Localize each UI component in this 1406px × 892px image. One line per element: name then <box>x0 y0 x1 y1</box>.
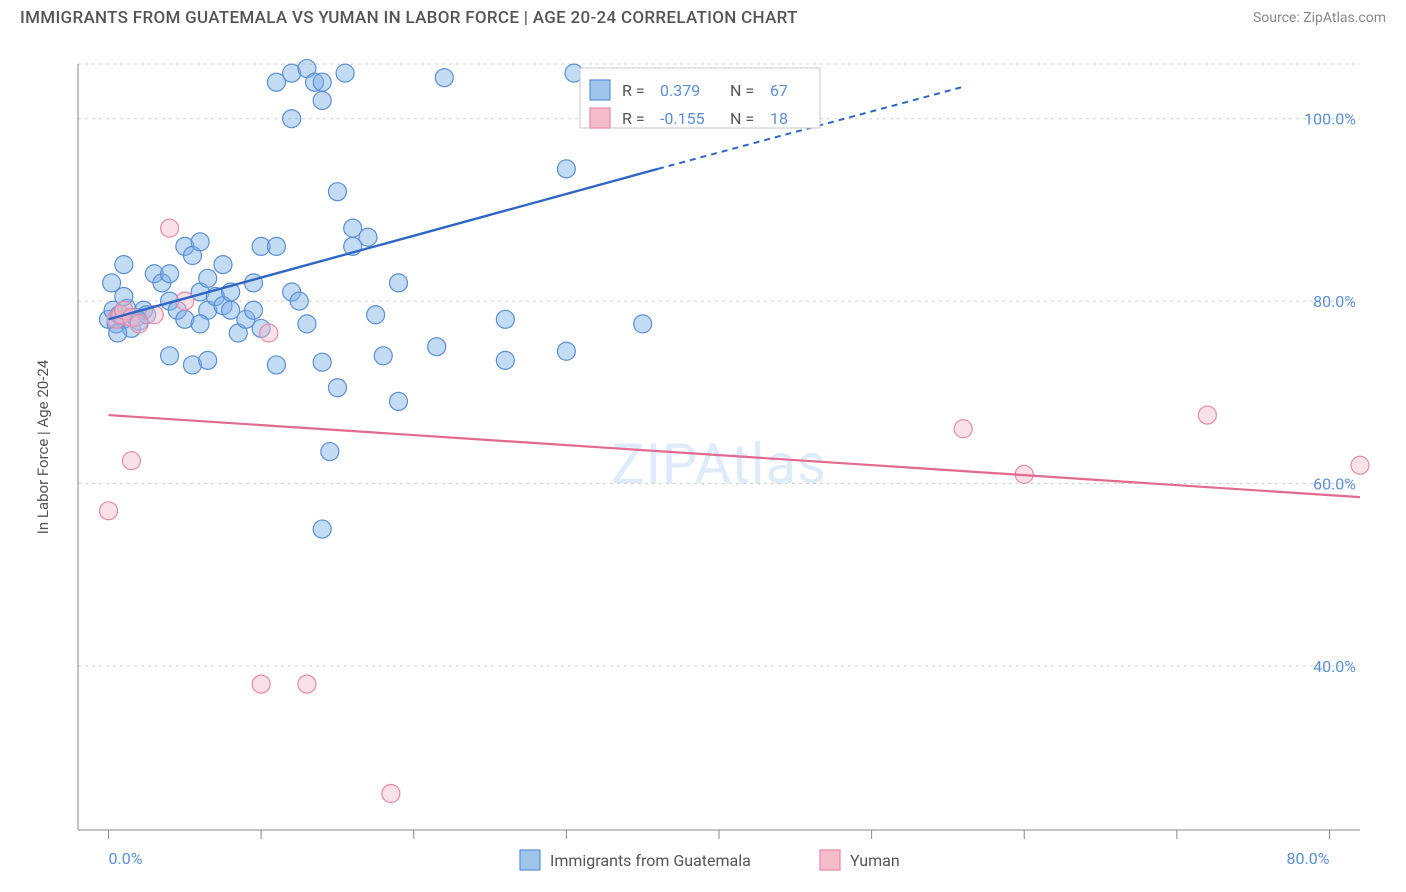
guatemala-point <box>328 379 346 397</box>
y-tick-label: 100.0% <box>1304 110 1356 129</box>
guatemala-point <box>267 356 285 374</box>
legend-r-value: 0.379 <box>660 81 700 100</box>
legend-swatch <box>590 108 610 128</box>
legend-n-label: N = <box>730 109 754 128</box>
yuman-point <box>1198 406 1216 424</box>
guatemala-point <box>283 110 301 128</box>
guatemala-point <box>214 256 232 274</box>
guatemala-point <box>390 392 408 410</box>
guatemala-point <box>336 64 354 82</box>
yuman-point <box>1351 456 1369 474</box>
guatemala-point <box>115 256 133 274</box>
guatemala-point <box>390 274 408 292</box>
guatemala-point <box>161 347 179 365</box>
y-tick-label: 60.0% <box>1313 474 1356 493</box>
guatemala-point <box>313 520 331 538</box>
bottom-legend-label: Yuman <box>850 851 900 870</box>
chart-area: ZIPAtlas 0.0% 80.0% 40.0% 60.0% 80.0% 100.0% In… <box>20 40 1386 882</box>
legend-r-label: R = <box>622 109 645 128</box>
x-tick-label: 0.0% <box>109 849 143 868</box>
legend-n-label: N = <box>730 81 754 100</box>
bottom-legend-label: Immigrants from Guatemala <box>550 851 751 870</box>
guatemala-point <box>267 237 285 255</box>
bottom-legend-swatch <box>520 850 540 870</box>
guatemala-point <box>557 342 575 360</box>
legend-n-value: 67 <box>770 81 788 100</box>
guatemala-point <box>199 351 217 369</box>
bottom-legend-swatch <box>820 850 840 870</box>
source-label: Source: ZipAtlas.com <box>1253 10 1386 26</box>
guatemala-point <box>103 274 121 292</box>
yuman-point <box>298 675 316 693</box>
scatter-chart-svg: ZIPAtlas 0.0% 80.0% 40.0% 60.0% 80.0% 100.0% In… <box>20 40 1386 882</box>
guatemala-point <box>634 315 652 333</box>
legend-swatch <box>590 80 610 100</box>
legend-n-value: 18 <box>770 109 788 128</box>
legend-r-label: R = <box>622 81 645 100</box>
y-tick-label: 80.0% <box>1313 292 1356 311</box>
guatemala-point <box>298 315 316 333</box>
guatemala-point <box>328 183 346 201</box>
yuman-point <box>382 785 400 803</box>
yuman-point <box>252 675 270 693</box>
guatemala-point <box>245 301 263 319</box>
yuman-point <box>100 502 118 520</box>
guatemala-point <box>496 351 514 369</box>
watermark: ZIPAtlas <box>611 431 827 497</box>
x-tick-label: 80.0% <box>1287 849 1330 868</box>
guatemala-point <box>496 310 514 328</box>
guatemala-point <box>199 269 217 287</box>
y-axis-title: In Labor Force | Age 20-24 <box>34 359 52 534</box>
guatemala-point <box>245 274 263 292</box>
yuman-point <box>161 219 179 237</box>
guatemala-point <box>191 233 209 251</box>
guatemala-point <box>313 73 331 91</box>
guatemala-point <box>374 347 392 365</box>
guatemala-point <box>321 443 339 461</box>
yuman-point <box>122 452 140 470</box>
y-tick-label: 40.0% <box>1313 657 1356 676</box>
yuman-point <box>260 324 278 342</box>
guatemala-point <box>367 306 385 324</box>
chart-title: IMMIGRANTS FROM GUATEMALA VS YUMAN IN LA… <box>20 8 798 28</box>
guatemala-point <box>161 265 179 283</box>
guatemala-point <box>191 315 209 333</box>
guatemala-point <box>290 292 308 310</box>
guatemala-point <box>435 69 453 87</box>
yuman-point <box>954 420 972 438</box>
legend-r-value: -0.155 <box>660 109 705 128</box>
guatemala-point <box>428 338 446 356</box>
guatemala-point <box>557 160 575 178</box>
guatemala-point <box>313 353 331 371</box>
guatemala-point <box>359 228 377 246</box>
guatemala-point <box>313 91 331 109</box>
